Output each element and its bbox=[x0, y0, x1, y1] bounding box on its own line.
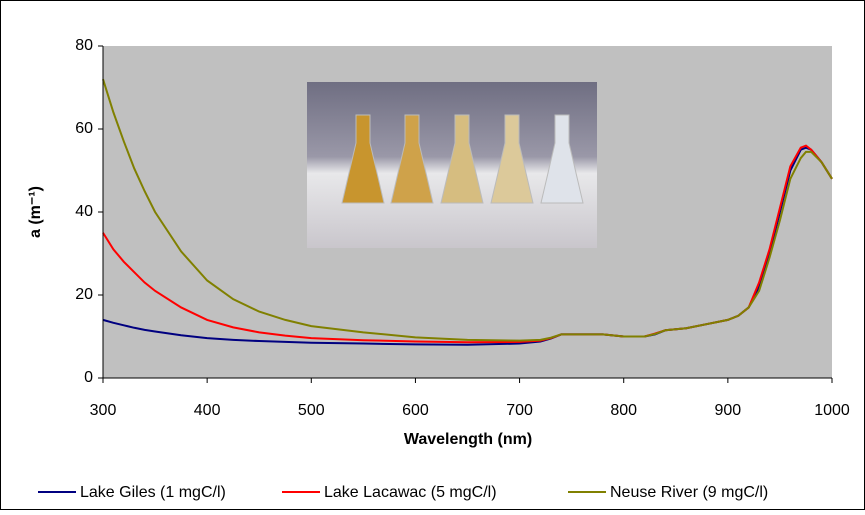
x-tick-label: 600 bbox=[402, 402, 429, 419]
legend-label: Neuse River (9 mgC/l) bbox=[610, 484, 768, 501]
marks bbox=[102, 78, 833, 346]
y-axis-label: a (m⁻¹) bbox=[27, 186, 44, 238]
x-axis-label: Wavelength (nm) bbox=[404, 431, 532, 448]
y-tick-label: 80 bbox=[75, 37, 93, 54]
legend-label: Lake Lacawac (5 mgC/l) bbox=[324, 484, 497, 501]
y-tick-label: 40 bbox=[75, 203, 93, 220]
y-tick-label: 0 bbox=[84, 369, 93, 386]
x-tick-label: 1000 bbox=[814, 402, 850, 419]
x-tick-label: 500 bbox=[298, 402, 325, 419]
series-line bbox=[102, 78, 833, 342]
x-tick-label: 400 bbox=[194, 402, 221, 419]
x-tick-label: 900 bbox=[715, 402, 742, 419]
legend-label: Lake Giles (1 mgC/l) bbox=[80, 484, 226, 501]
y-tick-label: 20 bbox=[75, 286, 93, 303]
photo-inset bbox=[307, 82, 597, 248]
x-tick-label: 700 bbox=[506, 402, 533, 419]
y-tick-label: 60 bbox=[75, 120, 93, 137]
x-tick-label: 300 bbox=[90, 402, 117, 419]
x-tick-label: 800 bbox=[610, 402, 637, 419]
legend: Lake Giles (1 mgC/l) Lake Lacawac (5 mgC/… bbox=[38, 484, 768, 501]
